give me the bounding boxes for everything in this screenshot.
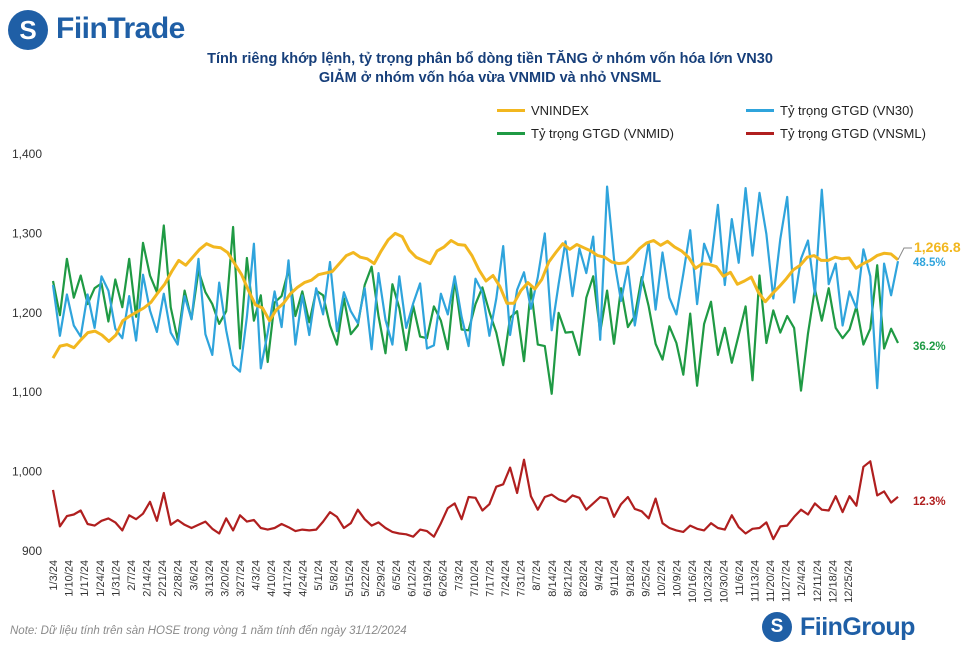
x-tick-label: 12/25/24 [843, 560, 855, 603]
x-tick-label: 2/7/24 [126, 560, 138, 591]
x-tick-label: 4/10/24 [266, 560, 278, 597]
x-tick-label: 10/23/24 [703, 560, 715, 603]
legend-label-vnmid: Tỷ trọng GTGD (VNMID) [531, 126, 675, 141]
x-tick-label: 8/14/24 [547, 560, 559, 597]
x-tick-label: 6/12/24 [407, 560, 419, 597]
chart-title-line2: GIẢM ở nhóm vốn hóa vừa VNMID và nhỏ VNS… [318, 70, 662, 86]
x-tick-label: 8/28/24 [578, 560, 590, 597]
x-tick-label: 6/19/24 [422, 560, 434, 597]
x-tick-label: 6/26/24 [438, 560, 450, 597]
series-line-vnindex [51, 231, 899, 359]
chart-title-line1: Tính riêng khớp lệnh, tỷ trọng phân bổ d… [207, 51, 773, 67]
x-tick-label: 3/6/24 [188, 560, 200, 591]
x-tick-label: 3/13/24 [204, 560, 216, 597]
x-tick-label: 2/21/24 [157, 560, 169, 597]
x-tick-label: 5/1/24 [313, 560, 325, 591]
footnote: Note: Dữ liệu tính trên sàn HOSE trong v… [10, 625, 407, 637]
x-tick-label: 8/21/24 [562, 560, 574, 597]
y-tick-label: 1,000 [12, 465, 42, 479]
x-tick-label: 10/2/24 [656, 560, 668, 597]
x-tick-label: 11/20/24 [765, 560, 777, 602]
legend-swatch-vnsml [746, 132, 774, 135]
x-tick-label: 5/8/24 [329, 560, 341, 591]
x-tick-label: 8/7/24 [531, 560, 543, 591]
y-tick-label: 1,400 [12, 147, 42, 161]
x-tick-label: 1/31/24 [110, 560, 122, 597]
x-tick-label: 1/24/24 [95, 560, 107, 597]
x-tick-label: 4/17/24 [282, 560, 294, 597]
legend-label-vnsml: Tỷ trọng GTGD (VNSML) [780, 126, 926, 141]
x-tick-label: 3/27/24 [235, 560, 247, 597]
x-tick-label: 11/27/24 [781, 560, 793, 602]
x-tick-label: 7/31/24 [516, 560, 528, 597]
x-tick-label: 9/18/24 [625, 560, 637, 597]
end-label-leader [897, 247, 912, 261]
x-tick-label: 3/20/24 [219, 560, 231, 597]
series-line-vnmid [51, 224, 899, 395]
x-tick-label: 10/30/24 [718, 560, 730, 603]
legend-label-vnindex: VNINDEX [531, 103, 589, 118]
x-tick-label: 7/17/24 [484, 560, 496, 597]
fiingroup-logo: S FiinGroup [762, 612, 962, 646]
x-tick-label: 11/6/24 [734, 560, 746, 596]
x-tick-label: 1/3/24 [48, 560, 60, 591]
x-tick-label: 10/16/24 [687, 560, 699, 603]
y-tick-label: 1,200 [12, 306, 42, 320]
end-value-label-vnsml: 12.3% [913, 496, 946, 508]
x-tick-label: 7/24/24 [500, 560, 512, 597]
end-value-label-vn30: 48.5% [913, 257, 946, 269]
x-tick-label: 4/24/24 [297, 560, 309, 597]
x-tick-label: 1/10/24 [64, 560, 76, 597]
legend-label-vn30: Tỷ trọng GTGD (VN30) [780, 103, 914, 118]
x-tick-label: 7/10/24 [469, 560, 481, 597]
x-tick-label: 11/13/24 [749, 560, 761, 602]
series-line-vnsml [51, 458, 899, 541]
fiintrade-logo-text: FiinTrade [56, 12, 185, 45]
fiingroup-logo-text: FiinGroup [800, 613, 915, 641]
fiintrade-logo-mark: S [8, 10, 48, 50]
legend-swatch-vn30 [746, 109, 774, 112]
x-tick-label: 9/4/24 [594, 560, 606, 591]
y-tick-label: 1,300 [12, 226, 42, 240]
end-value-label-vnmid: 36.2% [913, 341, 946, 353]
x-tick-label: 9/25/24 [640, 560, 652, 597]
x-tick-label: 7/3/24 [453, 560, 465, 591]
x-tick-label: 12/4/24 [796, 560, 808, 597]
y-tick-label: 900 [22, 544, 42, 558]
x-tick-label: 5/29/24 [375, 560, 387, 597]
x-tick-label: 1/17/24 [79, 560, 91, 597]
legend-swatch-vnindex [497, 109, 525, 112]
x-tick-label: 2/28/24 [173, 560, 185, 597]
series-line-vn30 [51, 185, 900, 390]
y-tick-label: 1,100 [12, 385, 42, 399]
x-tick-label: 4/3/24 [251, 560, 263, 591]
x-tick-label: 12/18/24 [827, 560, 839, 603]
x-tick-label: 12/11/24 [812, 560, 824, 602]
legend-swatch-vnmid [497, 132, 525, 135]
end-value-label-vnindex: 1,266.8 [914, 239, 961, 255]
x-tick-label: 5/22/24 [360, 560, 372, 597]
fiintrade-logo: S FiinTrade [8, 8, 208, 54]
fiingroup-logo-mark: S [762, 612, 792, 642]
x-tick-label: 2/14/24 [142, 560, 154, 597]
x-tick-label: 6/5/24 [391, 560, 403, 591]
x-tick-label: 10/9/24 [672, 560, 684, 597]
x-tick-label: 9/11/24 [609, 560, 621, 596]
x-tick-label: 5/15/24 [344, 560, 356, 597]
